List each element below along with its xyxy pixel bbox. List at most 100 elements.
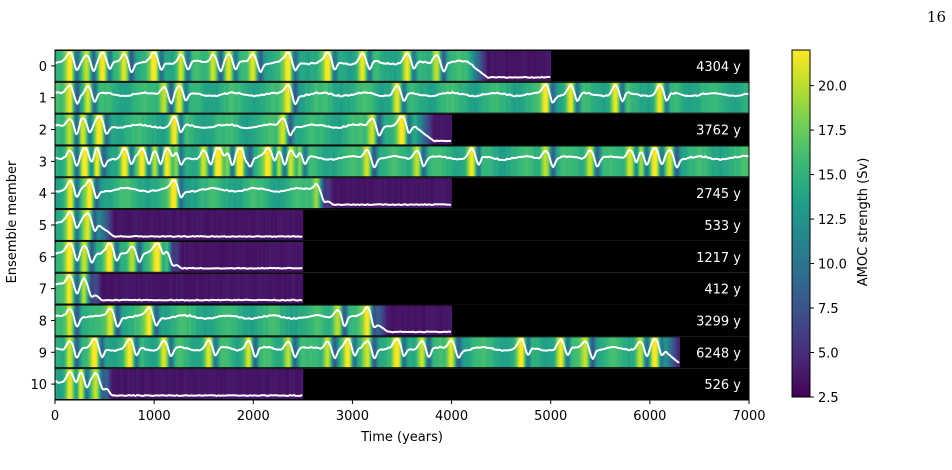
heatmap-cell (63, 178, 66, 209)
heatmap-cell (260, 305, 262, 336)
heatmap-cell (374, 146, 376, 177)
heatmap-cell (128, 337, 130, 368)
heatmap-cell (366, 305, 368, 336)
heatmap-cell (115, 369, 117, 399)
heatmap-cell (262, 241, 264, 272)
heatmap-cell (262, 337, 264, 368)
heatmap-cell (375, 178, 377, 209)
heatmap-cell (205, 305, 208, 336)
heatmap-cell (293, 210, 296, 240)
heatmap-cell (681, 146, 683, 177)
heatmap-cell (233, 337, 235, 368)
heatmap-cell (490, 146, 492, 177)
heatmap-cell (171, 305, 173, 336)
heatmap-cell (284, 273, 286, 304)
heatmap-cell (335, 114, 337, 145)
heatmap-cell (191, 337, 194, 368)
heatmap-cell (603, 146, 605, 177)
heatmap-cell (142, 337, 144, 368)
heatmap-cell (262, 369, 264, 399)
heatmap-cell (196, 82, 199, 113)
heatmap-cell (57, 146, 60, 177)
heatmap-cell (171, 369, 174, 399)
heatmap-cell (313, 337, 316, 368)
heatmap-cell (271, 178, 273, 209)
heatmap-cell (322, 305, 325, 336)
heatmap-cell (218, 241, 220, 272)
heatmap-cell (94, 210, 97, 240)
heatmap-cell (320, 146, 323, 177)
collapse-time-label: 2745 y (696, 187, 741, 202)
heatmap-cell (425, 114, 428, 145)
heatmap-cell (187, 51, 190, 81)
member-row-4: 2745 y (55, 177, 749, 210)
heatmap-cell (325, 51, 328, 81)
heatmap-cell (60, 178, 63, 209)
heatmap-cell (615, 146, 617, 177)
heatmap-cell (481, 51, 483, 81)
heatmap-cell (251, 369, 253, 399)
heatmap-cell (398, 51, 400, 81)
heatmap-cell (135, 51, 137, 81)
heatmap-cell (563, 337, 565, 368)
heatmap-cell (645, 146, 648, 177)
heatmap-cell (268, 369, 270, 399)
heatmap-cell (450, 178, 452, 209)
heatmap-cell (216, 146, 218, 177)
heatmap-cell (605, 337, 607, 368)
heatmap-cell (171, 146, 174, 177)
heatmap-cell (379, 51, 381, 81)
member-row-7: 412 y (55, 272, 749, 305)
heatmap-cell (743, 146, 745, 177)
heatmap-cell (556, 337, 559, 368)
heatmap-cell (70, 146, 73, 177)
amoc-timeseries-line (55, 179, 452, 206)
heatmap-cell (94, 114, 97, 145)
heatmap-cell (161, 241, 163, 272)
heatmap-cell (144, 273, 146, 304)
heatmap-cell (150, 210, 152, 240)
heatmap-cell (220, 51, 222, 81)
heatmap-cell (257, 305, 259, 336)
heatmap-cell (95, 146, 98, 177)
heatmap-cell (102, 82, 104, 113)
heatmap-cell (66, 273, 69, 304)
heatmap-cell (375, 82, 377, 113)
heatmap-cell (183, 51, 186, 81)
heatmap-cell (705, 146, 707, 177)
heatmap-cell (192, 369, 195, 399)
heatmap-cell (309, 178, 312, 209)
heatmap-cell (121, 178, 123, 209)
heatmap-cell (339, 178, 341, 209)
heatmap-cell (89, 210, 92, 240)
heatmap-cell (228, 210, 230, 240)
heatmap-cell (395, 178, 397, 209)
heatmap-cell (522, 51, 525, 81)
heatmap-cell (243, 305, 245, 336)
heatmap-cell (216, 114, 218, 145)
heatmap-cell (339, 51, 341, 81)
heatmap-cell (67, 178, 70, 209)
heatmap-cell (91, 241, 94, 272)
heatmap-cell (250, 114, 252, 145)
heatmap-cell (212, 210, 215, 240)
heatmap-cell (273, 114, 275, 145)
heatmap-cell (67, 146, 70, 177)
heatmap-cell (274, 273, 276, 304)
heatmap-cell (139, 178, 141, 209)
heatmap-cell (587, 337, 589, 368)
heatmap-cell (213, 273, 216, 304)
heatmap-cell (252, 241, 254, 272)
heatmap-cell (172, 369, 175, 399)
heatmap-cell (579, 146, 581, 177)
heatmap-cell (261, 114, 263, 145)
heatmap-cell (114, 82, 116, 113)
heatmap-cell (387, 337, 389, 368)
heatmap-cell (57, 51, 60, 81)
heatmap-cell (383, 82, 385, 113)
heatmap-cell (163, 210, 165, 240)
heatmap-cell (184, 146, 187, 177)
heatmap-cell (290, 146, 293, 177)
heatmap-cell (125, 114, 127, 145)
heatmap-cell (202, 241, 205, 272)
